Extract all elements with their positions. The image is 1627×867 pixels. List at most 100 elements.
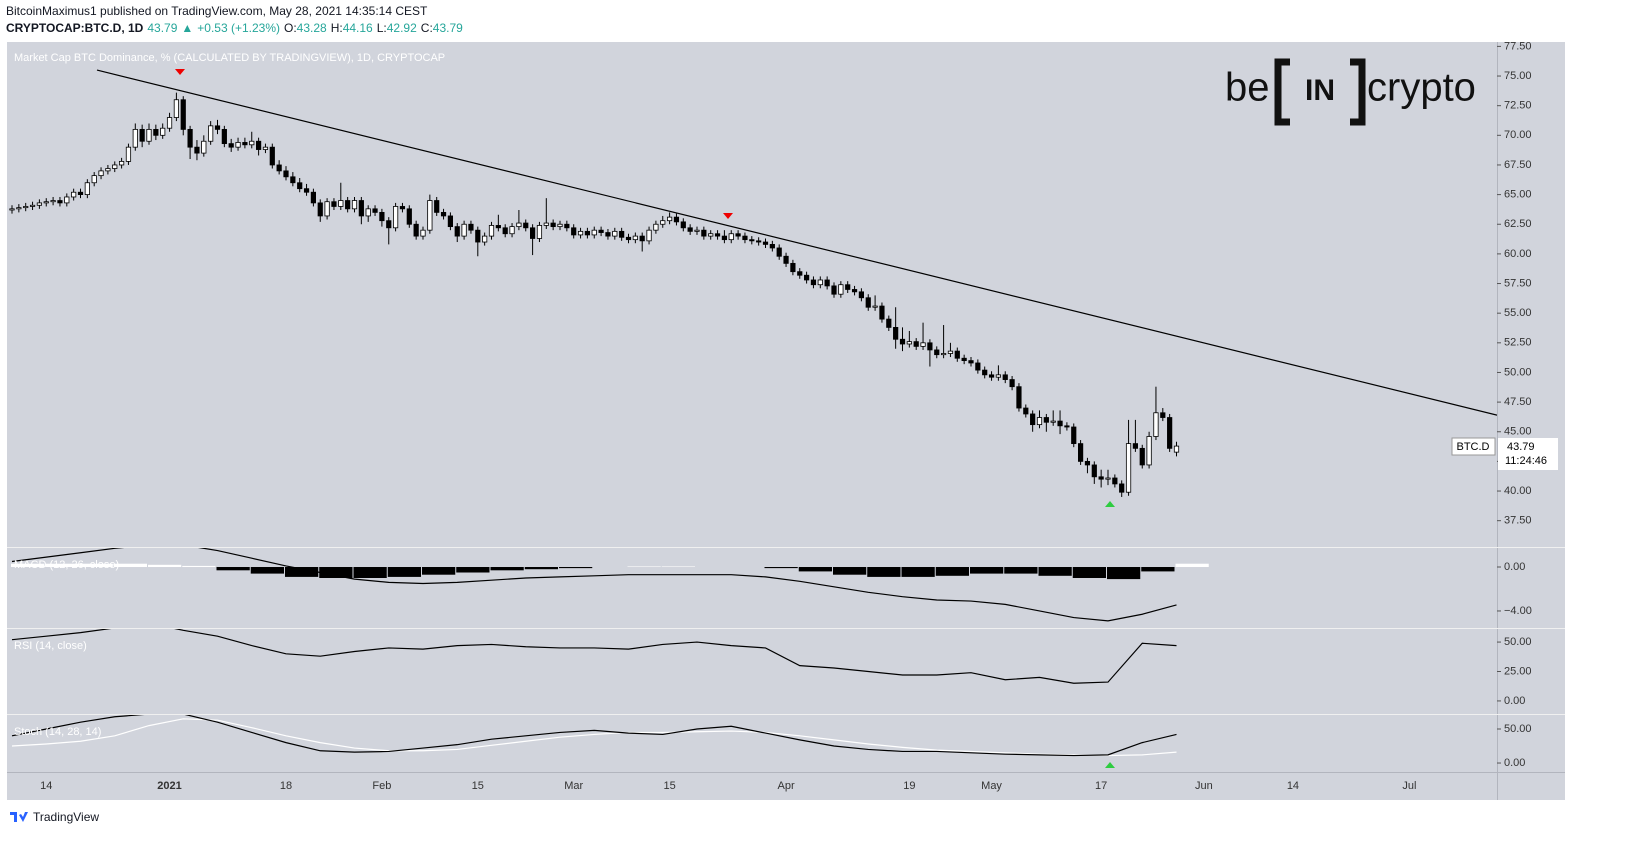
candle-body — [1167, 417, 1173, 449]
candle-body — [742, 235, 748, 241]
candle-body — [893, 327, 899, 340]
histogram-bar — [79, 563, 113, 568]
candle-body — [1002, 374, 1008, 380]
pane-title: MACD (12, 26, close) — [14, 559, 119, 571]
candle-body — [831, 285, 837, 295]
candle-body — [790, 262, 796, 273]
candle-body — [625, 236, 632, 241]
candle-body — [988, 374, 995, 378]
candle-body — [783, 255, 789, 264]
candle-body — [1071, 426, 1077, 445]
candle-body — [36, 202, 43, 206]
histogram-bar — [353, 567, 387, 578]
candle-body — [632, 235, 638, 241]
y-tick-label: 62.50 — [1504, 218, 1532, 230]
candle-body — [276, 164, 282, 172]
histogram-bar — [250, 567, 284, 574]
candle-body — [50, 200, 56, 203]
histogram-bar — [422, 567, 456, 575]
candle-body — [721, 235, 728, 241]
candle-body — [454, 226, 460, 237]
histogram-bar — [1175, 563, 1209, 568]
candle-body — [502, 227, 508, 235]
candle-body — [16, 207, 22, 210]
candle-body — [523, 222, 529, 229]
candle-body — [934, 349, 940, 356]
candle-body — [399, 206, 406, 210]
x-tick-label: 19 — [903, 780, 915, 792]
candle-body — [571, 227, 577, 236]
last-price: 43.79 — [1507, 441, 1535, 453]
signal-marker — [1105, 501, 1115, 507]
pane-title: Stoch (14, 28, 14) — [14, 726, 101, 738]
candle-body — [947, 350, 954, 354]
histogram-bar — [661, 566, 695, 568]
candle-body — [1153, 412, 1159, 437]
candle-body — [119, 161, 125, 166]
candle-body — [166, 117, 173, 129]
histogram-bar — [901, 567, 935, 577]
candle-body — [995, 374, 1002, 378]
candle-body — [386, 220, 392, 229]
candle-body — [372, 208, 378, 213]
x-tick-label: Mar — [564, 780, 583, 792]
candle-body — [598, 229, 604, 233]
ohlc-key: L: — [376, 21, 387, 35]
candle-body — [1016, 386, 1022, 409]
x-tick-label: Jul — [1402, 780, 1416, 792]
candle-body — [358, 200, 364, 217]
candle-body — [112, 164, 118, 169]
y-tick-label: −4.00 — [1504, 605, 1532, 617]
candle-body — [392, 206, 399, 229]
candle-body — [612, 230, 618, 237]
histogram-bar — [148, 564, 182, 568]
y-tick-label: 67.50 — [1504, 159, 1532, 171]
candle-body — [673, 216, 680, 223]
candle-body — [639, 235, 645, 242]
candle-body — [660, 220, 666, 225]
y-tick-label: 50.00 — [1504, 366, 1532, 378]
last: 43.79 — [147, 21, 178, 35]
logo: be IN crypto — [1225, 58, 1476, 126]
candle-body — [43, 201, 49, 204]
candle-body — [817, 279, 823, 286]
candle-body — [653, 223, 659, 231]
candle-body — [1050, 420, 1056, 423]
candle-body — [543, 222, 549, 226]
x-tick-label: 2021 — [157, 780, 181, 792]
candle-body — [927, 342, 933, 351]
x-tick-label: 18 — [280, 780, 292, 792]
y-tick-label: 0.00 — [1504, 757, 1525, 769]
candle-body — [797, 271, 803, 276]
candle-body — [735, 233, 741, 237]
y-tick-label: 0.00 — [1504, 561, 1525, 573]
candle-body — [591, 229, 597, 236]
y-tick-label: 45.00 — [1504, 426, 1532, 438]
countdown: 11:24:46 — [1505, 455, 1547, 467]
candle-body — [420, 229, 426, 237]
candle-body — [851, 289, 858, 293]
candle-body — [153, 128, 159, 136]
symbol: CRYPTOCAP:BTC.D, 1D — [6, 21, 144, 35]
histogram-bar — [833, 567, 867, 575]
candle-body — [338, 200, 344, 207]
y-tick-label: 40.00 — [1504, 485, 1532, 497]
candle-body — [1139, 447, 1145, 466]
candle-body — [838, 284, 844, 295]
footer-brand: TradingView — [33, 810, 99, 824]
signal-marker — [1105, 762, 1115, 768]
y-tick-label: 50.00 — [1504, 723, 1532, 735]
x-tick-label: May — [981, 780, 1002, 792]
histogram-bar — [764, 567, 798, 569]
candle-body — [954, 350, 960, 359]
histogram-bar — [113, 563, 147, 568]
candle-body — [557, 223, 563, 228]
candle-body — [98, 170, 104, 177]
candle-body — [701, 229, 707, 237]
candle-body — [461, 223, 467, 237]
candle-body — [214, 125, 221, 130]
candle-body — [667, 216, 673, 222]
candle-body — [125, 146, 132, 162]
